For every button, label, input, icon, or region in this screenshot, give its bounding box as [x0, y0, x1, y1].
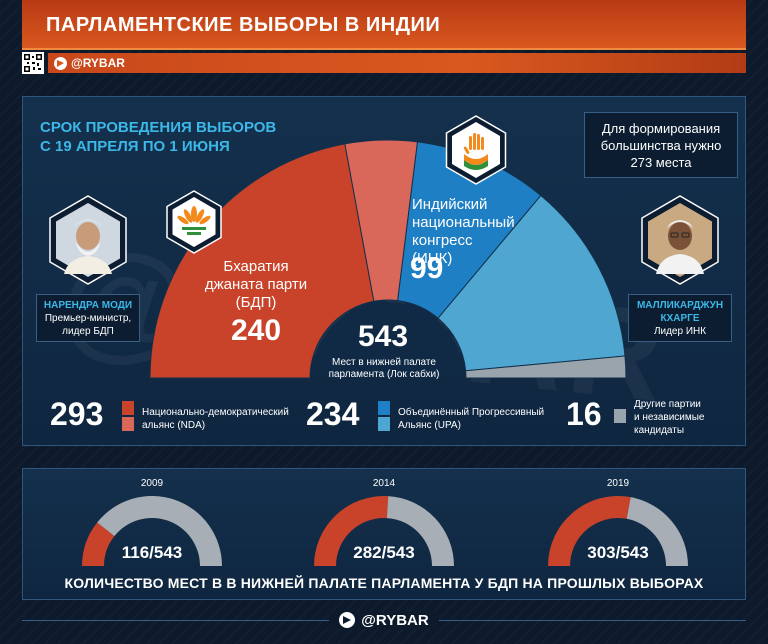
history-label-2014: 282/543: [353, 543, 415, 562]
inc-name-line4: (ИНК): [412, 250, 453, 267]
upa-swatch-light: [378, 417, 390, 431]
other-swatch: [614, 409, 626, 423]
bjp-seats: 240: [230, 314, 282, 347]
majority-box: Для формирования большинства нужно 273 м…: [584, 112, 738, 178]
kharge-role-line1: Лидер ИНК: [653, 326, 707, 337]
hemicycle-slice-0: [149, 143, 375, 379]
modi-name: НАРЕНДРА МОДИ: [43, 300, 133, 311]
hemicycle: [149, 139, 627, 379]
modi-portrait-icon: [49, 195, 127, 285]
other-caption: Другие партии и независимые кандидаты: [634, 398, 704, 437]
nda-caption: Национально-демократический альянс (NDA): [142, 406, 289, 432]
other-caption-line2: и независимые: [634, 412, 705, 423]
bjp-name-line1: Бхаратия: [223, 258, 289, 275]
upa-caption-line2: Альянс (UPA): [398, 420, 461, 431]
qr-code-icon: [22, 52, 44, 74]
upa-caption: Объединённый Прогрессивный Альянс (UPA): [398, 406, 544, 432]
brand-label: @RYBAR: [71, 56, 125, 70]
election-term-line2: С 19 АПРЕЛЯ ПО 1 ИЮНЯ: [40, 138, 230, 155]
title-bar: [22, 0, 746, 50]
history-gauge-rest-2019: [626, 497, 688, 566]
hemicycle-slice-4: [465, 355, 627, 379]
majority-line3: 273 места: [630, 155, 692, 170]
inc-logo-icon: [445, 115, 507, 185]
hemicycle-slice-3: [437, 194, 626, 372]
history-gauge-rest-2009: [97, 495, 222, 566]
history-gauge-value-2014: [314, 496, 389, 566]
telegram-icon: [54, 56, 67, 70]
upa-seats: 234: [306, 396, 360, 432]
election-term: СРОК ПРОВЕДЕНИЯ ВЫБОРОВ С 19 АПРЕЛЯ ПО 1…: [40, 118, 340, 156]
footer-brand-label: @RYBAR: [361, 611, 429, 629]
kharge-name-line2: КХАРГЕ: [660, 313, 700, 324]
inc-name: Индийский национальный конгресс (ИНК): [412, 196, 522, 268]
history-caption: КОЛИЧЕСТВО МЕСТ В В НИЖНЕЙ ПАЛАТЕ ПАРЛАМ…: [64, 575, 704, 591]
page-title: ПАРЛАМЕНТСКИЕ ВЫБОРЫ В ИНДИИ: [46, 14, 441, 36]
history-year-2014: 2014: [372, 478, 396, 489]
history-year-2019: 2019: [606, 478, 630, 489]
history-gauge-value-2019: [548, 496, 631, 566]
nda-swatch-main: [122, 401, 134, 415]
bjp-name: Бхаратия джаната парти (БДП): [196, 258, 316, 312]
total-caption-line1: Мест в нижней палате: [332, 357, 436, 368]
nda-seats: 293: [50, 396, 104, 432]
history-year-2009: 2009: [140, 478, 164, 489]
hemicycle-center: [312, 302, 464, 378]
brand-top[interactable]: @RYBAR: [54, 56, 125, 70]
footer-brand[interactable]: @RYBAR: [329, 611, 439, 629]
majority-line1: Для формирования: [601, 121, 721, 136]
inc-name-line2: национальный: [412, 214, 515, 231]
brand-strip: [48, 53, 746, 73]
other-caption-line3: кандидаты: [634, 425, 685, 436]
modi-role-line2: лидер БДП: [62, 326, 114, 337]
bjp-name-line2: джаната парти: [204, 276, 308, 293]
kharge-name-line1: МАЛЛИКАРДЖУН: [636, 300, 724, 311]
inc-name-line3: конгресс: [412, 232, 473, 249]
kharge-portrait-icon: [641, 195, 719, 285]
total-seats: 543: [357, 320, 409, 353]
history-gauges: [82, 495, 688, 566]
modi-role-line1: Премьер-министр,: [44, 313, 132, 324]
nda-caption-line1: Национально-демократический: [142, 407, 289, 418]
modi-card: НАРЕНДРА МОДИ Премьер-министр, лидер БДП: [36, 294, 140, 342]
nda-swatch-light: [122, 417, 134, 431]
inc-name-line1: Индийский: [412, 196, 488, 213]
kharge-card: МАЛЛИКАРДЖУН КХАРГЕ Лидер ИНК: [628, 294, 732, 342]
majority-line2: большинства нужно: [600, 138, 722, 153]
total-caption-line2: парламента (Лок сабхи): [328, 369, 440, 380]
history-label-2009: 116/543: [121, 543, 183, 562]
other-caption-line1: Другие партии: [634, 399, 701, 410]
history-gauge-value-2009: [82, 522, 115, 566]
history-gauge-rest-2014: [386, 496, 454, 566]
upa-caption-line1: Объединённый Прогрессивный: [398, 407, 545, 418]
upa-swatch-main: [378, 401, 390, 415]
total-caption: Мест в нижней палате парламента (Лок саб…: [318, 357, 450, 381]
bjp-logo-icon: [166, 190, 222, 254]
history-panel: [22, 468, 746, 600]
inc-seats: 99: [410, 252, 444, 285]
bjp-name-line3: (БДП): [235, 294, 277, 311]
telegram-icon: [339, 612, 356, 628]
election-term-line1: СРОК ПРОВЕДЕНИЯ ВЫБОРОВ: [40, 119, 277, 136]
other-seats: 16: [566, 396, 602, 432]
nda-caption-line2: альянс (NDA): [142, 420, 206, 431]
footer: @RYBAR: [22, 608, 746, 632]
history-label-2019: 303/543: [587, 543, 649, 562]
